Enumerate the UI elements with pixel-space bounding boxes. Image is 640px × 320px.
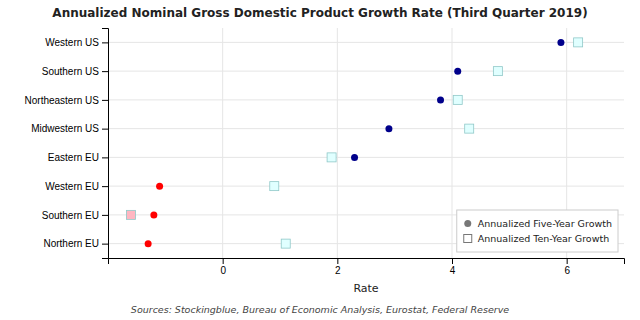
y-tick: Western US [45,37,108,48]
y-tick: Western EU [45,181,108,192]
x-tick: 6 [564,258,570,276]
y-tick: Southern EU [42,210,108,221]
y-tick: Northern EU [43,238,108,249]
x-tick: 4 [450,258,456,276]
y-tick-label: Western EU [45,181,99,192]
y-tick-mark [102,129,108,130]
legend-symbol [464,235,472,243]
y-tick-mark [102,42,108,43]
y-grid-line [108,186,624,187]
square-point [270,182,279,191]
y-tick: Midwestern US [31,123,108,134]
x-tick-label: 6 [564,265,570,276]
y-tick: Northeastern US [25,95,108,106]
x-tick-label: 4 [450,265,456,276]
y-tick-mark [102,71,108,72]
y-grid-line [108,42,624,43]
x-axis-line [109,259,625,265]
y-grid-line [108,128,624,129]
y-tick-mark [102,186,108,187]
x-tick-mark [337,258,338,264]
square-point [465,124,474,133]
dot-point [437,96,444,103]
square-point [281,239,290,248]
y-grid-line [108,157,624,158]
x-grid-line [222,28,223,258]
dot-point [150,211,157,218]
y-axis: Northern EU Southern EU Western EU Eastern … [25,29,109,259]
dot-point [385,125,392,132]
y-grid-line [108,99,624,100]
y-tick-label: Northeastern US [25,95,100,106]
x-axis-title: Rate [353,282,378,295]
x-tick-mark [452,258,453,264]
y-tick-label: Eastern EU [48,152,99,163]
square-point [453,95,462,104]
y-axis-line [102,29,109,259]
x-tick-label: 2 [335,265,341,276]
y-grid-line [108,71,624,72]
dot-point [557,39,564,46]
y-tick-mark [102,215,108,216]
x-tick: 0 [220,258,226,276]
square-point [327,153,336,162]
y-tick-label: Southern EU [42,210,99,221]
dot-point [454,68,461,75]
dot-point [145,240,152,247]
legend-label: Annualized Five-Year Growth [478,218,612,229]
square-point [574,38,583,47]
y-tick-mark [102,244,108,245]
y-tick: Southern US [42,66,108,77]
chart: Annualized Nominal Gross Domestic Produc… [0,0,640,320]
plot: 0 2 4 6 Northern EU Southern EU Western EU East… [25,28,625,295]
annotation: Sources: Stockingblue, Bureau of Economi… [131,304,509,315]
legend-symbol [464,220,471,227]
legend-box [457,210,618,252]
x-tick-mark [223,258,224,264]
x-grid-line [337,28,338,258]
y-tick-label: Northern EU [43,238,99,249]
y-tick-label: Western US [45,37,99,48]
x-tick-mark [567,258,568,264]
x-tick-label: 0 [220,265,226,276]
dot-point [156,183,163,190]
y-tick-label: Midwestern US [31,123,99,134]
y-tick-label: Southern US [42,66,100,77]
legend-label: Annualized Ten-Year Growth [478,233,609,244]
x-grid-line [452,28,453,258]
legend: Annualized Five-Year Growth Annualized Te… [457,210,618,252]
title: Annualized Nominal Gross Domestic Produc… [52,6,587,20]
grid [108,28,624,258]
x-axis: 0 2 4 6 [109,258,625,276]
y-tick: Eastern EU [48,152,108,163]
square-point [493,67,502,76]
y-tick-mark [102,157,108,158]
dot-point [351,154,358,161]
y-tick-mark [102,100,108,101]
x-tick: 2 [335,258,341,276]
square-point [126,210,135,219]
